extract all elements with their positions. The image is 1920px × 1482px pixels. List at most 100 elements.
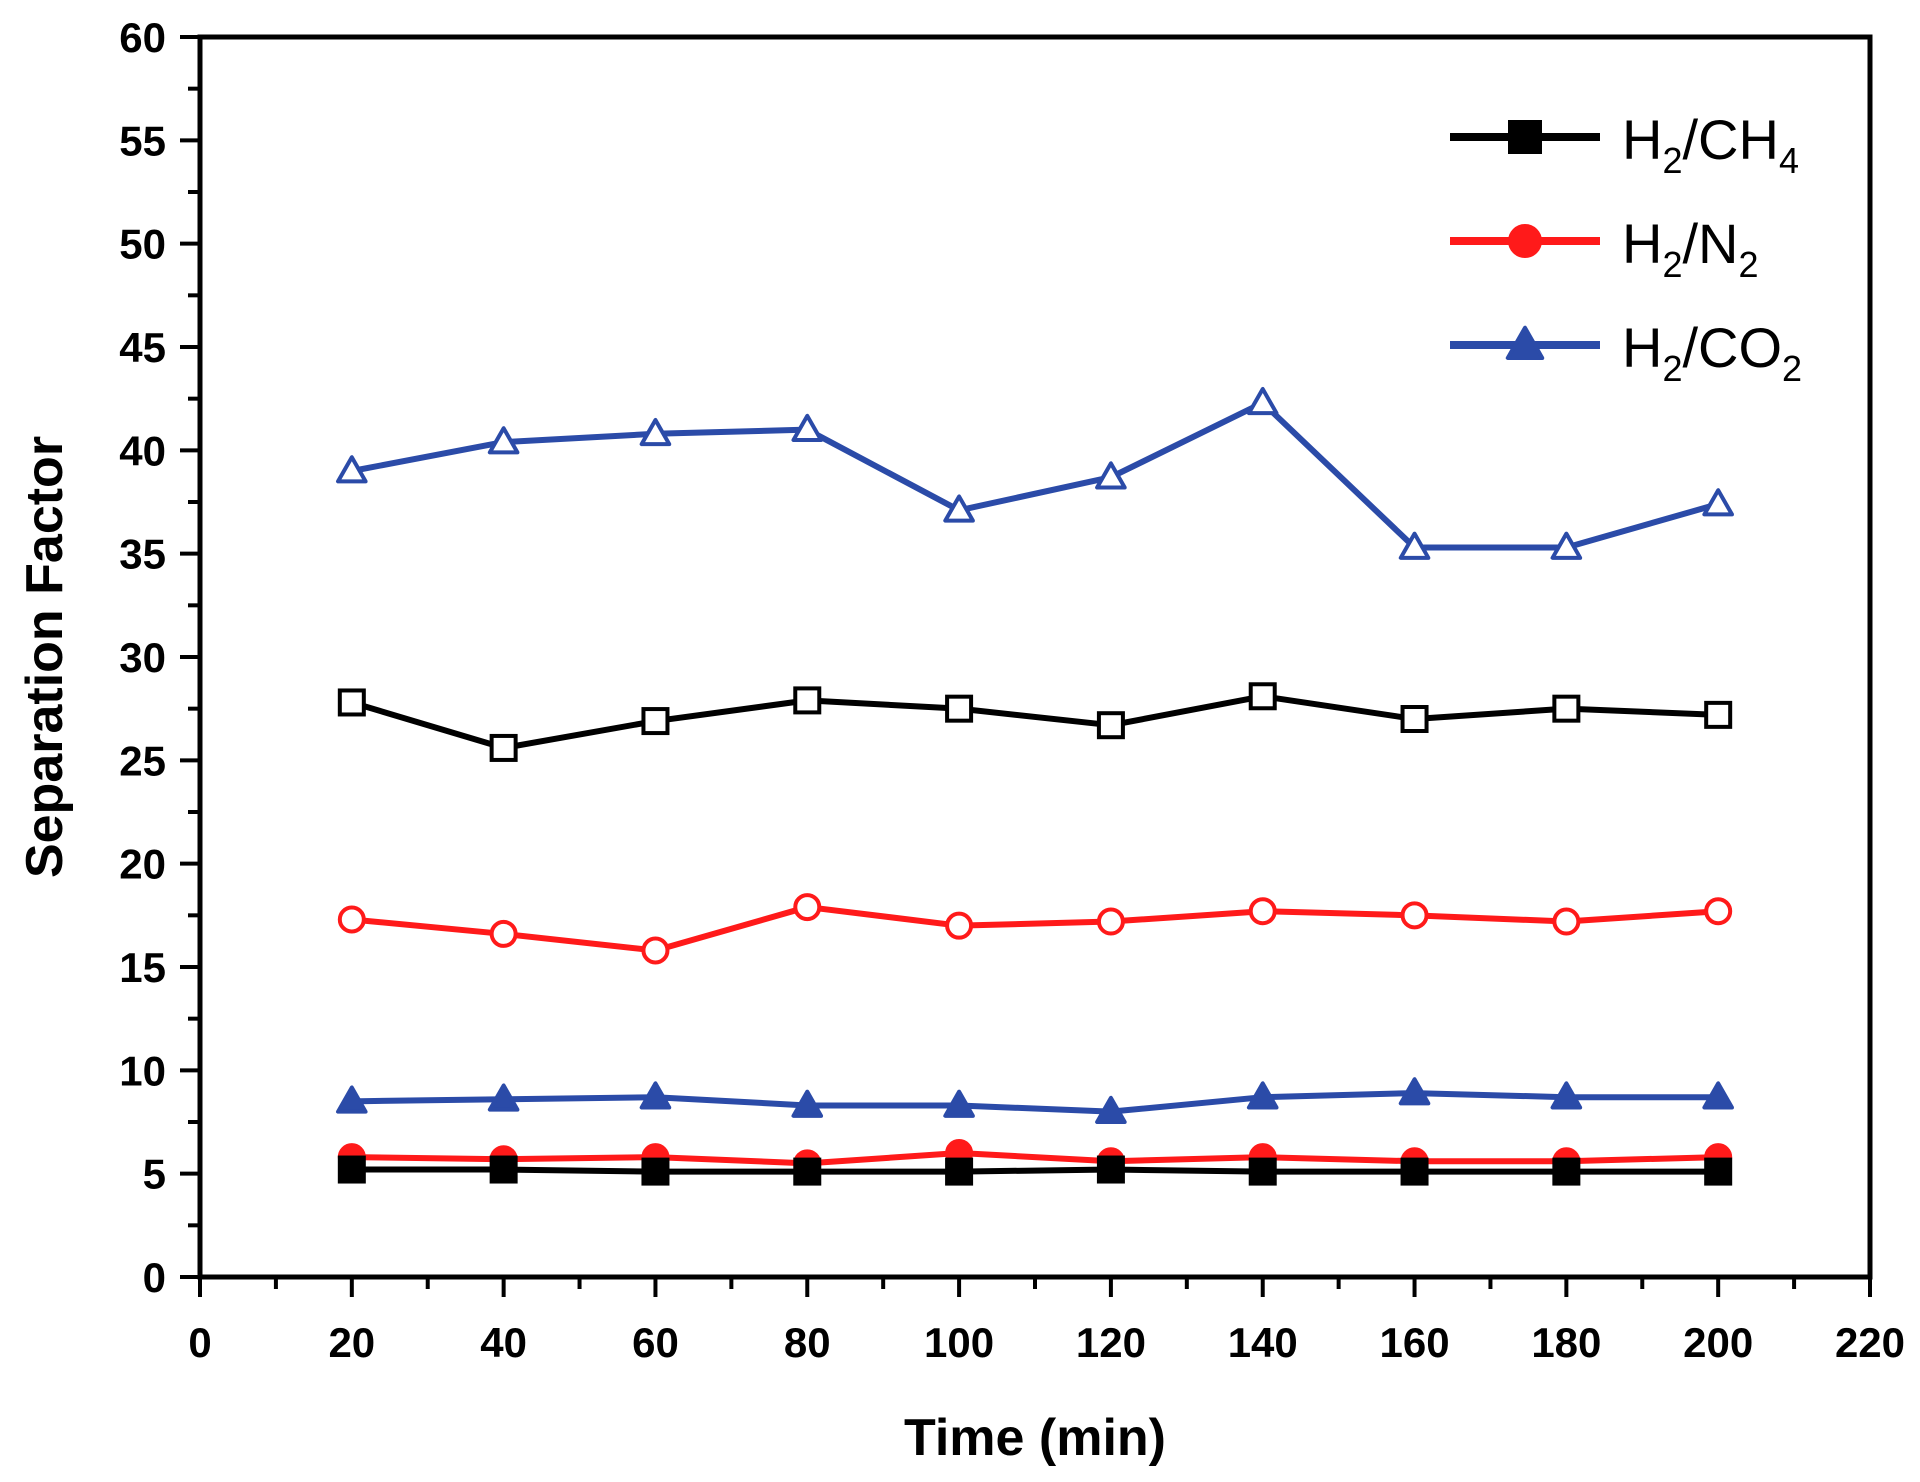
series-layer (336, 387, 1734, 1186)
y-tick-label: 5 (143, 1151, 166, 1198)
axis-ticks (180, 35, 1872, 1297)
x-tick-label: 20 (328, 1319, 375, 1366)
y-tick-label: 30 (119, 634, 166, 681)
data-point (1702, 1081, 1734, 1110)
data-point (1095, 1095, 1127, 1125)
data-point (1096, 907, 1125, 936)
data-point (1550, 531, 1583, 560)
y-tick-labels: 0 5 10 15 20 25 30 35 40 45 50 55 60 (119, 14, 166, 1301)
data-point (793, 893, 822, 922)
data-point (1704, 897, 1733, 926)
data-point (1702, 488, 1734, 517)
data-point (793, 1157, 822, 1186)
legend-label: H2/CH4 (1622, 108, 1799, 181)
data-point (489, 919, 518, 948)
data-point (1550, 1081, 1583, 1110)
data-point (1398, 1077, 1431, 1106)
x-tick-label: 160 (1380, 1319, 1450, 1366)
data-point (487, 426, 520, 455)
data-point (1552, 907, 1581, 936)
data-point (1248, 682, 1277, 711)
x-tick-label: 140 (1228, 1319, 1298, 1366)
y-tick-label: 50 (119, 221, 166, 268)
data-point (1552, 694, 1581, 723)
data-point (1096, 1155, 1125, 1184)
x-tick-label: 100 (924, 1319, 994, 1366)
data-point (489, 1155, 518, 1184)
data-point (641, 936, 670, 965)
y-tick-label: 0 (143, 1254, 166, 1301)
x-axis-title: Time (min) (904, 1409, 1166, 1467)
x-tick-labels: 0 20 40 60 80 100 120 140 160 180 200 220 (188, 1319, 1905, 1366)
legend: H2/CH4 H2/N2 H2/CO2 (1450, 108, 1802, 389)
data-point (1552, 1157, 1581, 1186)
x-tick-label: 60 (632, 1319, 679, 1366)
data-point (1704, 700, 1733, 729)
x-tick-label: 0 (188, 1319, 211, 1366)
data-point (945, 694, 974, 723)
y-tick-label: 40 (119, 427, 166, 474)
series-line (351, 1150, 1719, 1167)
y-tick-label: 10 (119, 1047, 166, 1094)
y-tick-label: 55 (119, 117, 166, 164)
legend-item: H2/N2 (1450, 212, 1759, 285)
legend-marker (1508, 120, 1542, 154)
data-point (337, 1155, 366, 1184)
data-point (945, 1157, 974, 1186)
y-tick-label: 20 (119, 841, 166, 888)
y-tick-label: 45 (119, 324, 166, 371)
y-tick-label: 25 (119, 737, 166, 784)
y-axis-title: Separation Factor (16, 436, 74, 878)
x-tick-label: 80 (784, 1319, 831, 1366)
data-point (337, 688, 366, 717)
y-tick-label: 60 (119, 14, 166, 61)
data-point (639, 1081, 672, 1110)
data-point (1704, 1157, 1733, 1186)
x-tick-label: 120 (1076, 1319, 1146, 1366)
plot-area (197, 34, 1873, 1280)
data-point (791, 413, 824, 443)
x-tick-label: 180 (1531, 1319, 1601, 1366)
series-line (351, 904, 1719, 954)
series-line (351, 1090, 1719, 1115)
data-point (336, 1085, 368, 1114)
data-point (1248, 897, 1277, 926)
data-point (337, 905, 366, 934)
series-5 (337, 1155, 1733, 1186)
data-point (1246, 1081, 1279, 1110)
legend-marker (1508, 224, 1542, 258)
x-tick-label: 220 (1835, 1319, 1905, 1366)
data-point (639, 418, 672, 447)
y-tick-label: 35 (119, 531, 166, 578)
series-line (351, 1166, 1719, 1175)
data-point (1400, 901, 1429, 930)
data-point (1095, 461, 1127, 490)
y-tick-label: 15 (119, 944, 166, 991)
data-point (943, 1089, 975, 1118)
data-point (945, 911, 974, 940)
data-point (943, 494, 975, 523)
series-0 (337, 682, 1733, 762)
data-point (641, 1157, 670, 1186)
data-point (1248, 1157, 1277, 1186)
data-point (336, 455, 368, 484)
data-point (1096, 711, 1125, 740)
data-point (1398, 531, 1431, 560)
series-3 (336, 1077, 1734, 1125)
data-point (1400, 705, 1429, 733)
data-point (793, 686, 822, 715)
x-tick-label: 200 (1683, 1319, 1753, 1366)
legend-item: H2/CO2 (1450, 316, 1802, 389)
legend-marker (1505, 325, 1545, 360)
series-line (351, 399, 1720, 551)
legend-label: H2/N2 (1622, 212, 1759, 285)
data-point (487, 1083, 520, 1112)
data-point (791, 1089, 824, 1118)
data-point (1400, 1157, 1429, 1186)
data-point (489, 733, 518, 762)
legend-label: H2/CO2 (1622, 316, 1802, 389)
series-1 (337, 893, 1733, 965)
x-tick-label: 40 (480, 1319, 527, 1366)
data-point (1246, 387, 1279, 416)
